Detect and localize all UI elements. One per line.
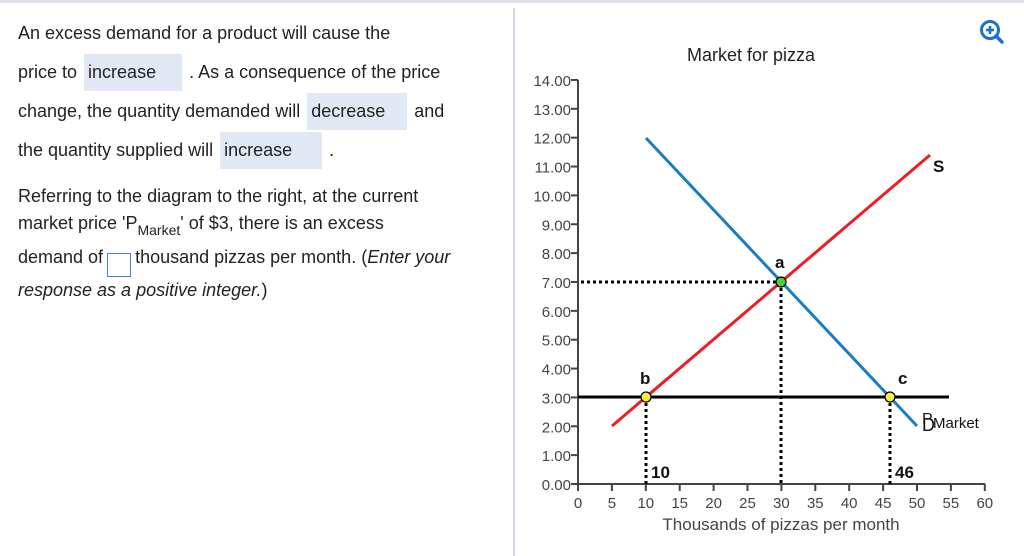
question-part-2: Referring to the diagram to the right, a… bbox=[18, 183, 508, 303]
top-border bbox=[0, 0, 1024, 3]
y-tick-label: 10.00 bbox=[533, 188, 571, 205]
y-tick-label: 0.00 bbox=[542, 477, 571, 494]
x-tick-label: 60 bbox=[976, 495, 993, 512]
y-tick-label: 11.00 bbox=[535, 160, 571, 177]
question-part-1: An excess demand for a product will caus… bbox=[18, 14, 508, 170]
x-tick-label: 10 bbox=[637, 495, 654, 512]
q1-text: An excess demand for a product will caus… bbox=[18, 23, 391, 43]
y-tick-label: 12.00 bbox=[533, 131, 571, 148]
x-axis-label: Thousands of pizzas per month bbox=[662, 515, 899, 534]
label-pmarket-dmarket: P D Market bbox=[922, 411, 980, 435]
y-tick-label: 9.00 bbox=[542, 217, 571, 234]
panel-divider bbox=[513, 8, 515, 556]
x-tick-label: 0 bbox=[574, 495, 582, 512]
label-c: c bbox=[898, 369, 907, 388]
annotation-46: 46 bbox=[895, 463, 914, 482]
y-tick-label: 3.00 bbox=[542, 390, 571, 407]
x-tick-label: 20 bbox=[705, 495, 722, 512]
y-tick-label: 6.00 bbox=[542, 304, 571, 321]
answer-dropdown-quantity-supplied[interactable]: increase bbox=[220, 132, 323, 169]
subscript-market: Market bbox=[137, 222, 181, 238]
label-p: P bbox=[922, 411, 933, 428]
q1-text: . As a consequence of the price bbox=[189, 62, 441, 82]
zoom-in-button[interactable] bbox=[978, 18, 1006, 46]
y-tick-label: 14.00 bbox=[533, 73, 571, 90]
instruction-italic: Enter your response as a positive intege… bbox=[18, 247, 451, 300]
x-tick-label: 45 bbox=[875, 495, 892, 512]
annotation-10: 10 bbox=[651, 463, 670, 482]
q2-text: Referring to the diagram to the right, a… bbox=[18, 186, 419, 206]
y-tick-label: 4.00 bbox=[542, 362, 571, 379]
point-a bbox=[775, 276, 787, 288]
label-supply: S bbox=[933, 157, 944, 176]
y-tick-label: 7.00 bbox=[542, 275, 571, 292]
label-a: a bbox=[775, 253, 785, 272]
q1-line-1: An excess demand for a product will caus… bbox=[18, 14, 508, 53]
q2-text: market price 'P bbox=[18, 213, 138, 233]
answer-dropdown-price-change[interactable]: increase bbox=[84, 54, 183, 91]
excess-demand-input[interactable] bbox=[107, 252, 132, 277]
x-axis-ticks: 0 5 10 15 20 25 30 35 40 45 50 55 60 bbox=[574, 484, 993, 512]
q1-text: . bbox=[329, 140, 335, 160]
q1-text: and bbox=[414, 101, 445, 121]
q2-text: ' of $3, there is an excess bbox=[180, 213, 384, 233]
q1-line-2: price to increase . As a consequence of … bbox=[18, 53, 508, 92]
q1-text: the quantity supplied will bbox=[18, 140, 214, 160]
y-tick-label: 5.00 bbox=[542, 333, 571, 350]
label-market-sub: Market bbox=[933, 415, 980, 432]
guide-lines bbox=[581, 280, 892, 484]
chart-title: Market for pizza bbox=[687, 45, 816, 65]
x-tick-label: 30 bbox=[773, 495, 790, 512]
q1-text: price to bbox=[18, 62, 78, 82]
x-tick-label: 50 bbox=[909, 495, 926, 512]
y-tick-label: 1.00 bbox=[542, 448, 571, 465]
q1-text: change, the quantity demanded will bbox=[18, 101, 301, 121]
q1-line-4: the quantity supplied will increase . bbox=[18, 131, 508, 170]
x-tick-label: 40 bbox=[841, 495, 858, 512]
x-tick-label: 35 bbox=[807, 495, 824, 512]
x-tick-label: 15 bbox=[671, 495, 688, 512]
q2-text: demand of bbox=[18, 247, 104, 267]
x-tick-label: 25 bbox=[739, 495, 756, 512]
x-tick-label: 55 bbox=[943, 495, 960, 512]
y-tick-label: 2.00 bbox=[542, 419, 571, 436]
y-axis-ticks: 0.00 1.00 2.00 3.00 4.00 5.00 6.00 7.00 8.00 9.00… bbox=[533, 73, 578, 494]
x-tick-label: 5 bbox=[608, 495, 616, 512]
q2-text: ) bbox=[261, 279, 268, 300]
point-c bbox=[884, 391, 896, 403]
y-tick-label: 8.00 bbox=[542, 246, 571, 263]
supply-curve bbox=[611, 153, 931, 428]
label-d: D bbox=[922, 415, 935, 435]
point-b bbox=[640, 391, 652, 403]
zoom-in-icon bbox=[980, 20, 1004, 44]
label-b: b bbox=[640, 369, 650, 388]
answer-dropdown-quantity-demanded[interactable]: decrease bbox=[307, 93, 408, 130]
q1-line-3: change, the quantity demanded will decre… bbox=[18, 92, 508, 131]
y-tick-label: 13.00 bbox=[533, 102, 571, 119]
q2-text: thousand pizzas per month. ( bbox=[135, 247, 368, 267]
market-for-pizza-chart: Market for pizza 0.00 1.00 2.00 3.00 4.00 5.0… bbox=[533, 45, 993, 534]
